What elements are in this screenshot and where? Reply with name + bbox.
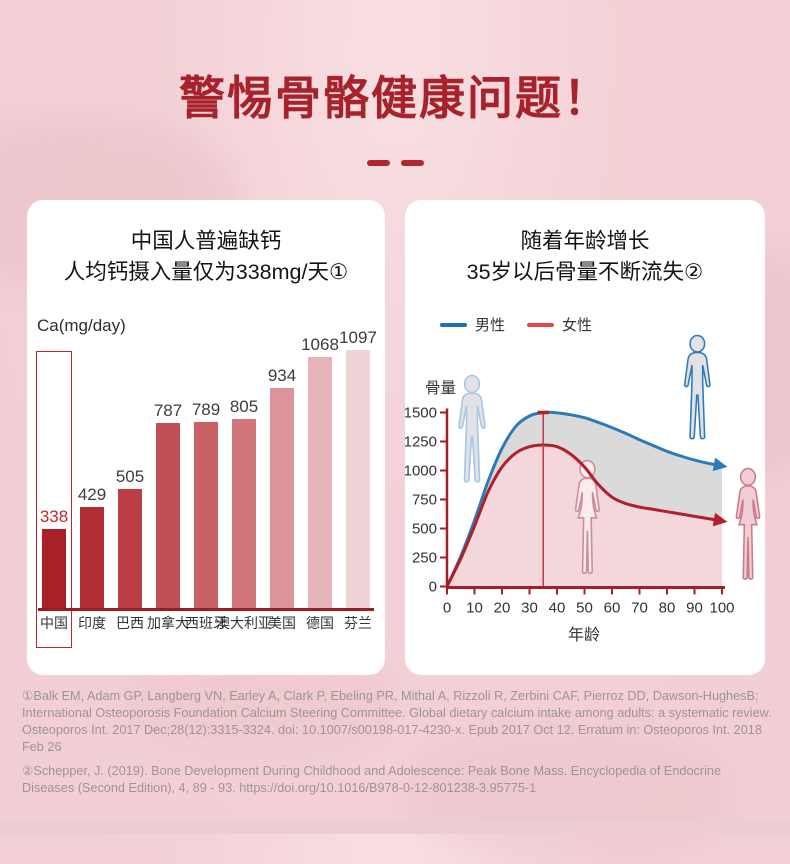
- x-tick-label: 80: [659, 600, 676, 617]
- bar-category-label: 澳大利亚: [216, 615, 272, 631]
- left-card-heading: 中国人普遍缺钙 人均钙摄入量仅为338mg/天①: [27, 226, 385, 288]
- footnote-1: ①Balk EM, Adam GP, Langberg VN, Earley A…: [22, 689, 772, 754]
- line-chart-x-axis-label: 年龄: [568, 626, 600, 644]
- x-tick-label: 60: [604, 600, 621, 617]
- bar-category-label: 加拿大: [147, 615, 189, 631]
- bar-value-label: 1097: [339, 328, 377, 347]
- bar-category-label: 中国: [40, 615, 68, 631]
- page-title: 警惕骨骼健康问题！: [179, 72, 611, 124]
- bottom-strip: [0, 821, 790, 834]
- x-tick-label: 40: [549, 600, 566, 617]
- x-tick-label: 10: [466, 600, 483, 617]
- female-bone-mass-curve: [445, 443, 728, 588]
- bar-加拿大: [156, 423, 180, 608]
- bar-category-label: 西班牙: [185, 615, 227, 631]
- y-tick-label: 1250: [405, 434, 437, 451]
- x-tick-label: 100: [709, 600, 734, 617]
- left-card-heading-line2: 人均钙摄入量仅为338mg/天①: [63, 260, 349, 284]
- dash-icon: [366, 160, 390, 166]
- line-chart-y-axis-label: 骨量: [425, 380, 457, 397]
- x-tick-label: 0: [443, 600, 451, 617]
- bar-category-label: 巴西: [116, 615, 144, 631]
- dash-icon: [400, 160, 424, 166]
- right-card-heading: 随着年龄增长 35岁以后骨量不断流失②: [405, 226, 765, 288]
- x-tick-label: 90: [686, 600, 703, 617]
- left-card-heading-line1: 中国人普遍缺钙: [130, 229, 282, 253]
- right-card-heading-line2: 35岁以后骨量不断流失②: [466, 260, 704, 284]
- bar-value-label: 429: [77, 485, 107, 504]
- bar-德国: [308, 357, 332, 608]
- bar-澳大利亚: [232, 419, 256, 608]
- x-tick-label: 30: [521, 600, 538, 617]
- y-tick-label: 250: [412, 550, 437, 567]
- footnote-2: ②Schepper, J. (2019). Bone Development D…: [22, 764, 722, 795]
- bar-category-label: 芬兰: [344, 615, 372, 631]
- bar-印度: [80, 507, 104, 608]
- citation-footnotes: ①Balk EM, Adam GP, Langberg VN, Earley A…: [22, 688, 774, 797]
- x-tick-label: 70: [631, 600, 648, 617]
- bar-芬兰: [346, 350, 370, 608]
- title-underline-dashes: [0, 160, 790, 166]
- calcium-bar-chart: 338 429 505 787 789 805 934 1068 1097: [35, 328, 377, 611]
- legend-male-label: 男性: [475, 317, 506, 334]
- bar-value-label: 338: [39, 507, 69, 526]
- bone-mass-line-chart: 0 250 500 750 1000 1250 1500 0 10 20 30 40 50 60 70 80 9…: [405, 334, 761, 644]
- male-series-swatch-icon: [440, 322, 467, 327]
- y-tick-label: 750: [412, 492, 437, 509]
- y-tick-label: 500: [412, 521, 437, 538]
- bar-value-label: 789: [191, 400, 221, 419]
- y-tick-label: 1000: [405, 463, 437, 480]
- bar-西班牙: [194, 422, 218, 608]
- bar-美国: [270, 388, 294, 608]
- old-male-figure-icon: [683, 334, 711, 440]
- old-female-figure-icon: [735, 467, 761, 580]
- bar-中国: [42, 529, 66, 608]
- x-tick-label: 50: [576, 600, 593, 617]
- young-male-figure-icon: [458, 374, 486, 483]
- bar-value-label: 1068: [301, 335, 339, 354]
- bar-chart-baseline: [38, 608, 374, 611]
- bar-value-label: 505: [115, 467, 145, 486]
- bar-value-label: 787: [153, 401, 183, 420]
- bar-chart-category-labels: 中国 印度 巴西 加拿大 西班牙 澳大利亚 美国 德国 芬兰: [35, 613, 377, 635]
- china-highlight-box: [36, 351, 72, 648]
- bar-category-label: 印度: [78, 615, 106, 631]
- x-tick-label: 20: [494, 600, 511, 617]
- bar-巴西: [118, 489, 142, 608]
- bar-chart-y-axis-unit: Ca(mg/day): [37, 316, 126, 335]
- between-curves-area-fill: [447, 412, 722, 587]
- y-tick-label: 1500: [405, 405, 437, 422]
- legend-female-label: 女性: [562, 317, 593, 334]
- y-tick-label: 0: [429, 579, 437, 596]
- line-chart-axes: 0 250 500 750 1000 1250 1500 0 10 20 30 40 50 60 70 80 9…: [405, 405, 735, 617]
- bar-value-label: 805: [229, 397, 259, 416]
- male-bone-mass-curve: [445, 410, 728, 588]
- calcium-intake-card: 中国人普遍缺钙 人均钙摄入量仅为338mg/天① Ca(mg/day) 338 4…: [27, 200, 385, 675]
- bar-value-label: 934: [267, 366, 297, 385]
- bar-category-label: 美国: [268, 615, 296, 631]
- bone-mass-card: 随着年龄增长 35岁以后骨量不断流失② 男性 女性 骨量: [405, 200, 765, 675]
- bar-category-label: 德国: [306, 615, 334, 631]
- female-series-swatch-icon: [527, 322, 555, 327]
- right-card-heading-line1: 随着年龄增长: [520, 229, 650, 253]
- line-chart-legend: 男性 女性: [440, 314, 592, 335]
